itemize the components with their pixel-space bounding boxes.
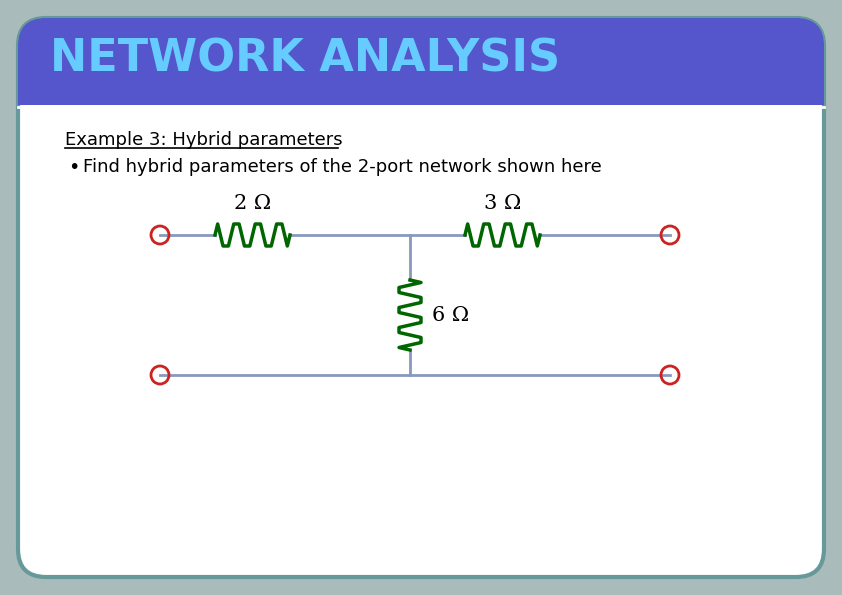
FancyBboxPatch shape: [18, 18, 824, 577]
Text: 3 Ω: 3 Ω: [484, 194, 521, 213]
Text: NETWORK ANALYSIS: NETWORK ANALYSIS: [50, 37, 560, 80]
FancyBboxPatch shape: [18, 18, 824, 105]
Text: 2 Ω: 2 Ω: [234, 194, 271, 213]
Text: 6 Ω: 6 Ω: [432, 305, 469, 324]
Bar: [18, 75, 824, 105]
Text: •: •: [68, 158, 79, 177]
Text: Find hybrid parameters of the 2-port network shown here: Find hybrid parameters of the 2-port net…: [83, 158, 602, 176]
Text: Example 3: Hybrid parameters: Example 3: Hybrid parameters: [65, 131, 343, 149]
